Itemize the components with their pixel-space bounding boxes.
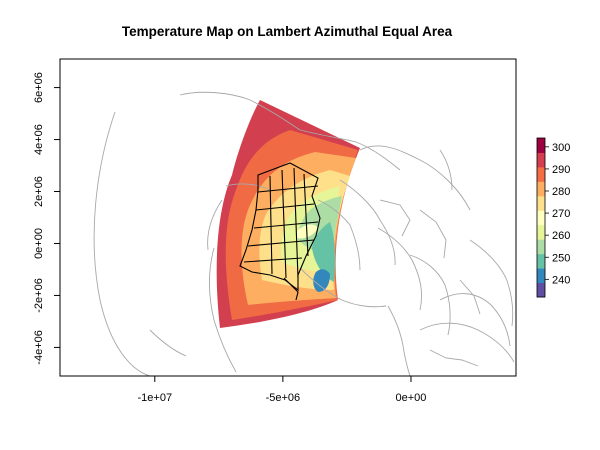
colorbar-tick-label: 250 — [552, 252, 570, 264]
temperature-field — [216, 100, 360, 328]
colorbar-tick-label: 260 — [552, 230, 570, 242]
x-tick-label: -1e+07 — [138, 392, 173, 404]
y-tick-label: 2e+06 — [33, 176, 45, 207]
colorbar-swatch — [537, 282, 545, 298]
colorbar-swatch — [537, 224, 545, 240]
y-tick-label: -4e+06 — [33, 330, 45, 365]
y-axis: -4e+06 -2e+06 0e+00 2e+06 4e+06 6e+06 — [33, 72, 60, 365]
colorbar-swatch — [537, 152, 545, 168]
x-tick-label: -5e+06 — [266, 392, 301, 404]
colorbar-tick-label: 290 — [552, 164, 570, 176]
colorbar-swatch — [537, 181, 545, 197]
colorbar-swatch — [537, 195, 545, 211]
state-boundaries — [239, 162, 321, 301]
x-axis: -1e+07 -5e+06 0e+00 — [138, 376, 427, 404]
map-panel — [93, 91, 515, 376]
y-tick-label: 0e+00 — [33, 228, 45, 259]
y-tick-label: 6e+06 — [33, 72, 45, 103]
colorbar-tick-label: 270 — [552, 208, 570, 220]
coastlines — [93, 91, 515, 376]
plot-frame — [59, 58, 517, 377]
colorbar-tick-label: 240 — [552, 274, 570, 286]
x-tick-label: 0e+00 — [396, 392, 427, 404]
y-tick-label: -2e+06 — [33, 278, 45, 313]
colorbar-swatch — [537, 166, 545, 182]
colorbar-frame — [536, 137, 546, 298]
colorbar: 240 250 260 270 280 290 300 — [536, 137, 570, 298]
colorbar-tick-label: 300 — [552, 142, 570, 154]
colorbar-swatch — [537, 210, 545, 226]
colorbar-swatch — [537, 138, 545, 153]
map-title: Temperature Map on Lambert Azimuthal Equ… — [122, 24, 453, 39]
y-tick-label: 4e+06 — [33, 124, 45, 155]
colorbar-tick-label: 280 — [552, 186, 570, 198]
colorbar-swatch — [537, 253, 545, 269]
colorbar-swatch — [537, 268, 545, 284]
colorbar-swatch — [537, 239, 545, 255]
